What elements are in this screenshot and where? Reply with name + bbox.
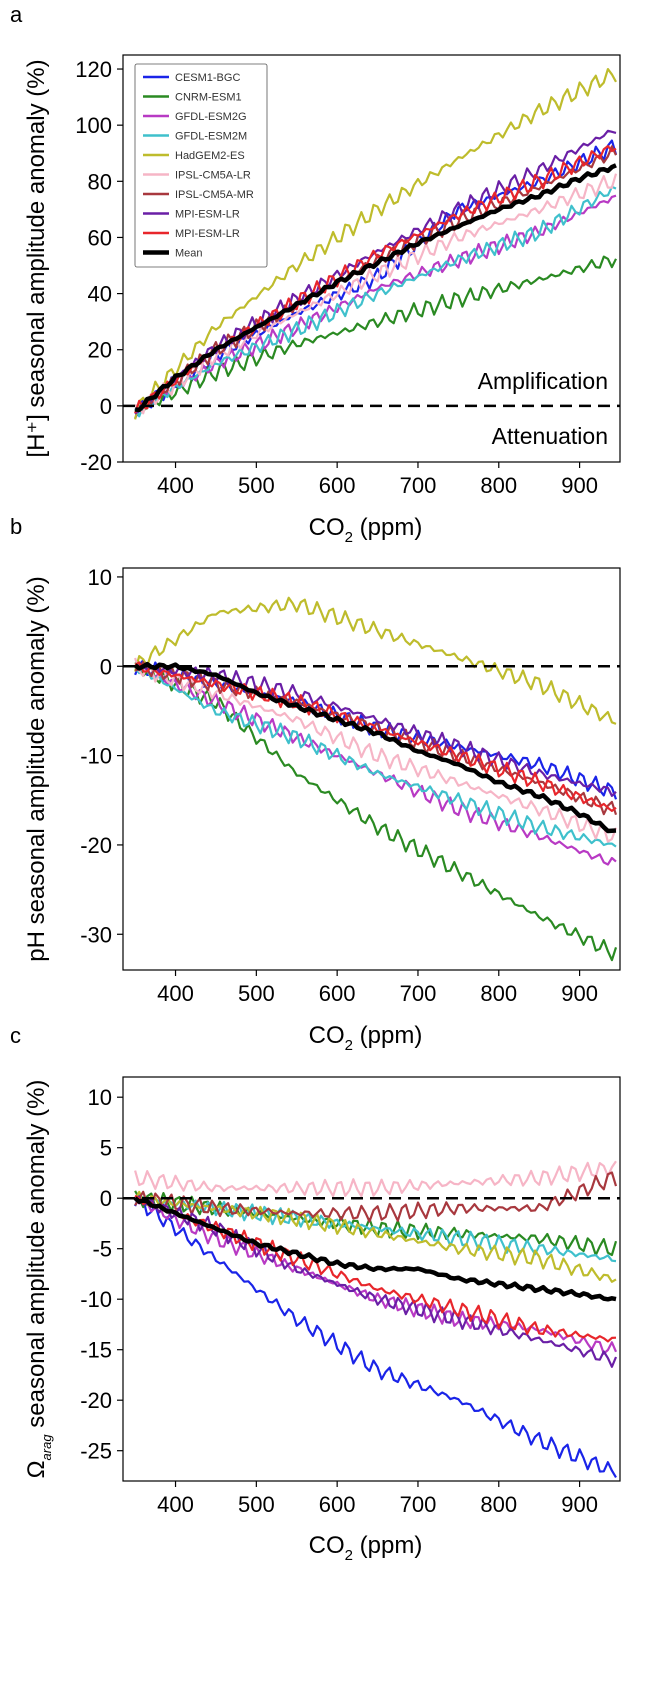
x-tick-label: 500 <box>238 981 275 1006</box>
legend-label-cesm1-bgc-0: CESM1-BGC <box>175 72 240 84</box>
y-tick-label: -20 <box>80 833 112 858</box>
x-tick-label: 900 <box>561 473 598 498</box>
legend-label-gfdl-esm2m-3: GFDL-ESM2M <box>175 131 247 143</box>
panel-letter: a <box>10 2 23 27</box>
y-axis-label: pH seasonal amplitude anomaly (%) <box>23 576 50 962</box>
x-tick-label: 400 <box>157 1492 194 1517</box>
y-tick-label: -15 <box>80 1338 112 1363</box>
y-tick-label: -20 <box>80 450 112 475</box>
x-tick-label: 700 <box>400 981 437 1006</box>
x-tick-label: 600 <box>319 981 356 1006</box>
series-group <box>133 1160 618 1478</box>
y-tick-label: -30 <box>80 922 112 947</box>
y-axis-label: Ωarag seasonal amplitude anomaly (%) <box>23 1080 54 1479</box>
series-line-ipsl-cm5a-lr-5 <box>134 173 618 415</box>
legend-label-hadgem2-es-4: HadGEM2-ES <box>175 150 245 162</box>
y-tick-label: 0 <box>100 654 112 679</box>
y-tick-label: 100 <box>75 113 112 138</box>
x-tick-label: 500 <box>238 473 275 498</box>
legend: CESM1-BGC CNRM-ESM1 GFDL-ESM2G GFDL-ESM2M Ha… <box>134 63 268 268</box>
plot-frame <box>122 567 621 971</box>
series-line-gfdl-esm2m-3 <box>134 185 617 418</box>
series-line-ipsl-cm5a-lr-5 <box>134 1160 617 1198</box>
legend-label-cnrm-esm1-1: CNRM-ESM1 <box>175 92 242 104</box>
y-tick-label: 60 <box>88 225 112 250</box>
annotation-amplification: Amplification <box>478 368 608 394</box>
series-line-cesm1-bgc-0 <box>134 1194 617 1478</box>
panel-c: c 400 500 600 700 800 900 -25 -20 -15 -10 -5 0 5 10 CO2… <box>10 1023 621 1564</box>
series-line-mean-9 <box>134 163 617 413</box>
y-tick-label: 0 <box>100 394 112 419</box>
x-tick-label: 500 <box>238 1492 275 1517</box>
x-axis-label: CO2 (ppm) <box>309 1022 423 1054</box>
series-line-gfdl-esm2m-3 <box>134 666 617 848</box>
series-line-gfdl-esm2g-2 <box>134 1197 618 1355</box>
plot-frame <box>122 1076 621 1482</box>
x-tick-label: 700 <box>400 1492 437 1517</box>
y-tick-label: -25 <box>80 1439 112 1464</box>
x-tick-label: 800 <box>480 1492 517 1517</box>
x-tick-label: 600 <box>319 473 356 498</box>
series-line-mean-9 <box>133 1196 617 1302</box>
legend-label-mpi-esm-lr-7: MPI-ESM-LR <box>175 209 240 221</box>
y-tick-label: 0 <box>100 1186 112 1211</box>
series-group <box>134 67 618 420</box>
x-tick-label: 400 <box>157 981 194 1006</box>
x-tick-label: 600 <box>319 1492 356 1517</box>
series-line-cnrm-esm1-1 <box>134 661 618 962</box>
x-tick-label: 800 <box>480 981 517 1006</box>
panel-letter: c <box>10 1023 21 1048</box>
x-tick-label: 700 <box>400 473 437 498</box>
legend-label-gfdl-esm2g-2: GFDL-ESM2G <box>175 111 247 123</box>
legend-label-ipsl-cm5a-mr-6: IPSL-CM5A-MR <box>175 189 254 201</box>
y-tick-label: 5 <box>100 1136 112 1161</box>
x-axis-label: CO2 (ppm) <box>309 514 423 546</box>
panel-a: a 400 500 600 700 800 900 -20 0 20 40 60 80 100 120 CO2… <box>10 2 621 546</box>
y-tick-label: -20 <box>80 1388 112 1413</box>
series-line-hadgem2-es-4 <box>134 1190 617 1283</box>
x-tick-label: 900 <box>561 981 598 1006</box>
y-tick-label: 40 <box>88 282 112 307</box>
panel-letter: b <box>10 514 22 539</box>
y-tick-label: -10 <box>80 744 112 769</box>
x-tick-label: 900 <box>561 1492 598 1517</box>
series-line-ipsl-cm5a-mr-6 <box>134 145 617 413</box>
panel-b: b 400 500 600 700 800 900 -30 -20 -10 0 10 CO2 (ppm)… <box>10 514 621 1054</box>
series-line-ipsl-cm5a-mr-6 <box>134 1171 618 1223</box>
y-axis-label: [H⁺] seasonal amplitude anomaly (%) <box>23 59 50 457</box>
series-group <box>133 596 618 962</box>
x-tick-label: 800 <box>480 473 517 498</box>
y-tick-label: -10 <box>80 1287 112 1312</box>
series-line-mpi-esm-lr-7 <box>135 1195 618 1368</box>
y-tick-label: 10 <box>88 1085 112 1110</box>
series-line-ipsl-cm5a-lr-5 <box>134 657 618 843</box>
x-tick-label: 400 <box>157 473 194 498</box>
legend-label-mean-9: Mean <box>175 248 203 260</box>
y-tick-label: 80 <box>88 169 112 194</box>
legend-label-mpi-esm-lr-8: MPI-ESM-LR <box>175 228 240 240</box>
x-axis-label: CO2 (ppm) <box>309 1532 423 1564</box>
y-tick-label: 10 <box>88 565 112 590</box>
series-line-hadgem2-es-4 <box>134 67 617 420</box>
annotation-attenuation: Attenuation <box>492 423 608 449</box>
y-tick-label: 20 <box>88 338 112 363</box>
legend-label-ipsl-cm5a-lr-5: IPSL-CM5A-LR <box>175 170 251 182</box>
series-line-mpi-esm-lr-8 <box>134 661 617 813</box>
series-line-mean-9 <box>133 661 617 834</box>
series-line-ipsl-cm5a-mr-6 <box>134 661 618 816</box>
series-line-mpi-esm-lr-8 <box>134 1194 617 1343</box>
plot-frame <box>122 54 621 463</box>
y-tick-label: -5 <box>92 1237 112 1262</box>
series-line-cnrm-esm1-1 <box>134 255 617 412</box>
series-line-hadgem2-es-4 <box>134 596 617 725</box>
y-tick-label: 120 <box>75 57 112 82</box>
